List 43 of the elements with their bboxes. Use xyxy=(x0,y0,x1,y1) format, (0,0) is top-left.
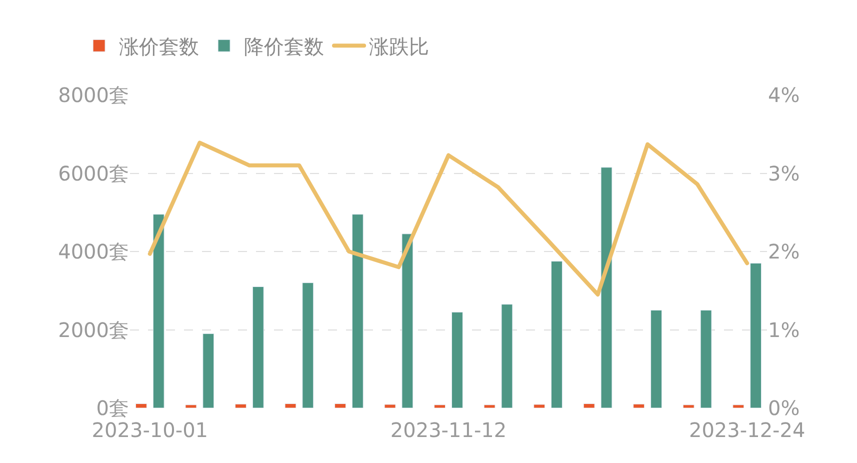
bar xyxy=(252,286,264,408)
bar xyxy=(302,282,314,408)
y-tick-label: 0套 xyxy=(96,396,129,420)
legend-label: 降价套数 xyxy=(244,34,324,58)
y2-tick-label: 4% xyxy=(768,83,800,107)
bar xyxy=(334,403,346,408)
x-tick-label: 2023-12-24 xyxy=(688,418,806,442)
bar xyxy=(484,404,496,408)
bar xyxy=(451,312,463,408)
bar xyxy=(434,404,446,408)
bar xyxy=(202,333,214,408)
bar xyxy=(534,404,546,408)
y-tick-label: 4000套 xyxy=(58,240,129,264)
y2-tick-label: 0% xyxy=(768,396,800,420)
y2-tick-label: 3% xyxy=(768,161,800,186)
line-series xyxy=(148,140,750,297)
y2-tick-label: 2% xyxy=(768,240,800,264)
bar xyxy=(235,404,246,408)
bar xyxy=(600,167,612,408)
y-tick-label: 2000套 xyxy=(58,318,129,342)
bar xyxy=(402,234,414,408)
bar xyxy=(501,304,513,408)
legend-label: 涨价套数 xyxy=(119,34,200,58)
bar xyxy=(185,404,197,408)
bar xyxy=(633,404,645,408)
bar xyxy=(352,214,364,408)
bar xyxy=(284,403,296,408)
bar xyxy=(583,403,595,408)
bar xyxy=(650,310,662,408)
y-tick-label: 8000套 xyxy=(58,83,129,107)
bar xyxy=(732,404,744,408)
y-tick-label: 6000套 xyxy=(58,161,129,186)
bar xyxy=(700,310,712,408)
x-tick-label: 2023-11-12 xyxy=(390,418,507,442)
bar xyxy=(750,262,762,408)
bar xyxy=(551,261,562,408)
legend-label: 涨跌比 xyxy=(369,34,430,58)
bar xyxy=(135,403,147,408)
bar xyxy=(682,404,694,408)
bar xyxy=(152,214,164,408)
x-tick-label: 2023-10-01 xyxy=(92,418,208,442)
bar xyxy=(384,404,396,408)
y2-tick-label: 1% xyxy=(768,318,800,342)
